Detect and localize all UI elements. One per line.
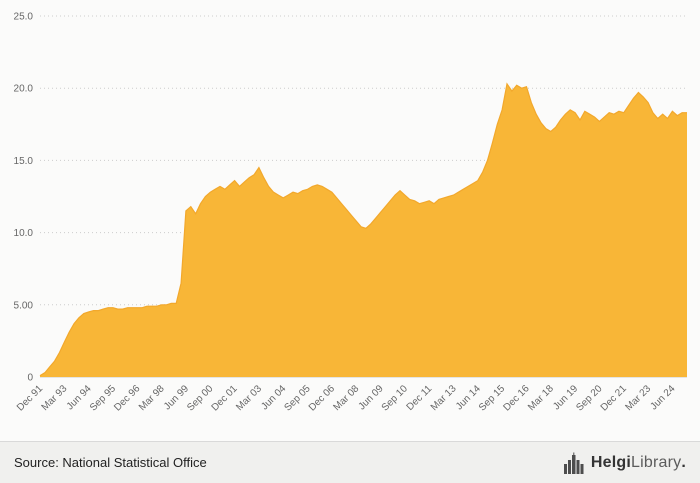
x-tick-label: Dec 01 [210,383,240,413]
area-series-edge [39,82,687,377]
x-tick-label: Sep 00 [185,383,215,413]
x-tick-label: Sep 15 [477,383,507,413]
x-tick-label: Mar 93 [40,383,70,413]
y-tick-label: 25.0 [14,12,34,23]
x-tick-label: Mar 03 [234,383,264,413]
x-tick-label: Dec 91 [15,383,45,413]
helgi-library-logo[interactable]: HelgiLibrary. [563,452,686,474]
x-tick-label: Mar 08 [332,383,362,413]
x-tick-label: Sep 95 [88,383,118,413]
chart-panel: 0 5.00 10.0 15.0 20.0 25.0 Dec 91 Mar 93 Jun 94 S… [13,11,687,414]
source-text: Source: National Statistical Office [14,455,207,470]
x-tick-label: Jun 24 [649,383,678,412]
y-tick-label: 0 [27,373,33,384]
x-tick-label: Mar 18 [526,383,556,413]
x-tick-label: Mar 98 [137,383,167,413]
x-tick-label: Dec 96 [112,383,142,413]
x-tick-label: Dec 11 [405,383,435,413]
x-tick-label: Sep 10 [380,383,410,413]
x-tick-label: Sep 05 [283,383,313,413]
footer: Source: National Statistical Office Helg… [0,441,700,483]
y-tick-label: 10.0 [14,228,34,239]
x-tick-label: Dec 06 [307,383,337,413]
x-tick-label: Dec 21 [599,383,629,413]
y-tick-label: 5.00 [14,300,34,311]
y-tick-label: 20.0 [14,84,34,95]
logo-text-helgi: Helgi [590,453,632,471]
x-tick-label: Dec 16 [501,383,531,413]
logo-wordmark: HelgiLibrary. [591,454,686,472]
y-tick-label: 15.0 [14,156,34,167]
x-tick-label: Sep 20 [574,383,604,413]
helgi-library-logo-icon [563,452,584,474]
x-tick-label: Mar 23 [623,383,653,413]
logo-text-dot: . [681,453,686,471]
logo-text-library: Library [631,453,682,471]
area-series [40,83,687,378]
x-tick-label: Mar 13 [429,383,459,413]
